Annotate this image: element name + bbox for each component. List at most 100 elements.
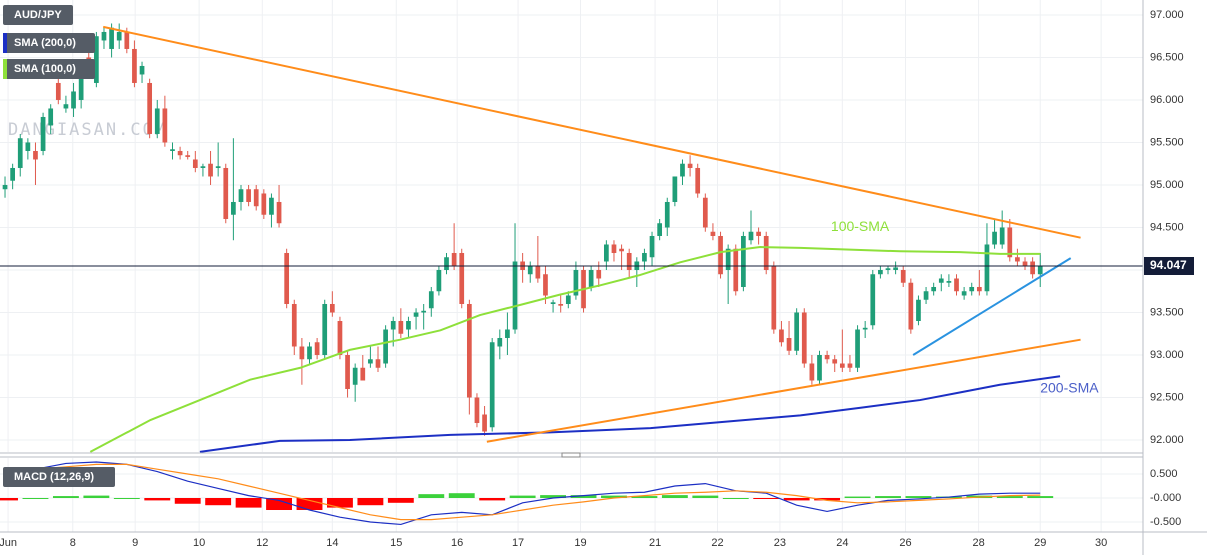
x-tick-label: 16	[451, 537, 463, 549]
candle-body	[619, 248, 624, 252]
x-tick-label: Jun	[0, 537, 17, 549]
legend-label: SMA (200,0)	[14, 37, 76, 49]
candle-body	[398, 320, 404, 334]
histogram-bar	[661, 495, 688, 499]
histogram-bar	[692, 495, 719, 499]
histogram-bar	[266, 498, 292, 511]
candle-body	[961, 291, 967, 296]
y-tick-label: 96.500	[1150, 51, 1184, 63]
candle-body	[109, 27, 114, 49]
candle-body	[527, 265, 533, 275]
candle-body	[748, 231, 754, 241]
candle-body	[200, 166, 206, 168]
x-tick-label: 9	[132, 537, 138, 549]
candle-body	[276, 201, 282, 224]
candle-body	[2, 184, 8, 190]
candle-body	[208, 163, 213, 177]
candle-body	[63, 104, 69, 109]
candle-body	[253, 189, 259, 207]
candle-body	[946, 281, 952, 283]
candle-body	[763, 235, 769, 270]
y-tick-label: -0.000	[1150, 492, 1181, 504]
candle-body	[588, 269, 594, 287]
candle-body	[604, 244, 609, 262]
candle-body	[702, 197, 708, 228]
histogram-bar	[905, 496, 932, 499]
candle-body	[329, 303, 335, 313]
candle-body	[938, 278, 944, 283]
candle-body	[40, 116, 46, 151]
histogram-bar	[1027, 496, 1054, 499]
title-box	[3, 5, 73, 25]
histogram-bar	[844, 496, 871, 499]
histogram-bar	[875, 496, 901, 499]
candle-body	[139, 65, 145, 75]
y-tick-label: 95.500	[1150, 136, 1184, 148]
x-tick-label: 22	[711, 537, 723, 549]
candle-body	[954, 278, 959, 292]
candle-body	[215, 166, 221, 168]
candle-body	[710, 231, 716, 236]
candle-body	[71, 91, 76, 109]
histogram-bar	[448, 493, 475, 499]
candle-body	[33, 150, 38, 160]
histogram-bar	[631, 496, 658, 499]
candle-body	[238, 189, 244, 202]
candle-body	[147, 82, 153, 134]
y-tick-label: 95.000	[1150, 179, 1184, 191]
candle-body	[596, 269, 602, 279]
x-tick-label: 14	[326, 537, 338, 549]
y-tick-label: 92.500	[1150, 391, 1184, 403]
candle-body	[1007, 227, 1013, 258]
candle-body	[642, 252, 647, 262]
candle-body	[299, 346, 305, 360]
candle-body	[535, 265, 541, 279]
y-tick-label: 96.000	[1150, 94, 1184, 106]
candle-body	[885, 268, 891, 270]
candle-body	[406, 320, 411, 330]
candle-body	[779, 329, 784, 343]
candle-body	[497, 338, 503, 347]
candle-body	[451, 252, 457, 266]
candle-body	[17, 138, 23, 168]
candle-body	[162, 108, 168, 143]
candle-body	[573, 269, 579, 296]
x-tick-label: 8	[70, 537, 76, 549]
histogram-bar	[601, 495, 627, 499]
candle-body	[1037, 265, 1043, 275]
candle-body	[482, 414, 487, 432]
candle-body	[558, 303, 564, 306]
last-price-label: 94.047	[1150, 258, 1187, 272]
legend-swatch	[3, 33, 7, 53]
candle-body	[261, 193, 267, 215]
candle-body	[870, 274, 876, 326]
histogram-bar	[144, 498, 171, 501]
candle-body	[809, 363, 815, 381]
x-tick-label: 12	[256, 537, 268, 549]
candle-body	[817, 355, 822, 381]
watermark: DANGIASAN.COM	[8, 120, 167, 140]
y-tick-label: -0.500	[1150, 516, 1181, 528]
candle-body	[611, 244, 617, 253]
candle-body	[436, 269, 442, 292]
candle-body	[48, 108, 54, 126]
candle-body	[862, 327, 868, 330]
candle-body	[771, 265, 777, 330]
legend-box	[3, 33, 95, 53]
candle-body	[307, 346, 312, 360]
candle-body	[680, 163, 685, 177]
histogram-bar	[753, 498, 780, 500]
y-tick-label: 92.000	[1150, 434, 1184, 446]
candle-body	[223, 167, 229, 219]
candle-body	[177, 150, 183, 156]
histogram-bar	[722, 498, 749, 500]
candle-body	[231, 201, 236, 215]
candle-body	[839, 363, 845, 368]
candle-body	[132, 48, 137, 83]
trend-line	[486, 338, 1081, 443]
candle-body	[246, 189, 251, 202]
candle-body	[116, 31, 122, 41]
x-tick-label: 21	[649, 537, 661, 549]
histogram-bar	[205, 498, 232, 506]
